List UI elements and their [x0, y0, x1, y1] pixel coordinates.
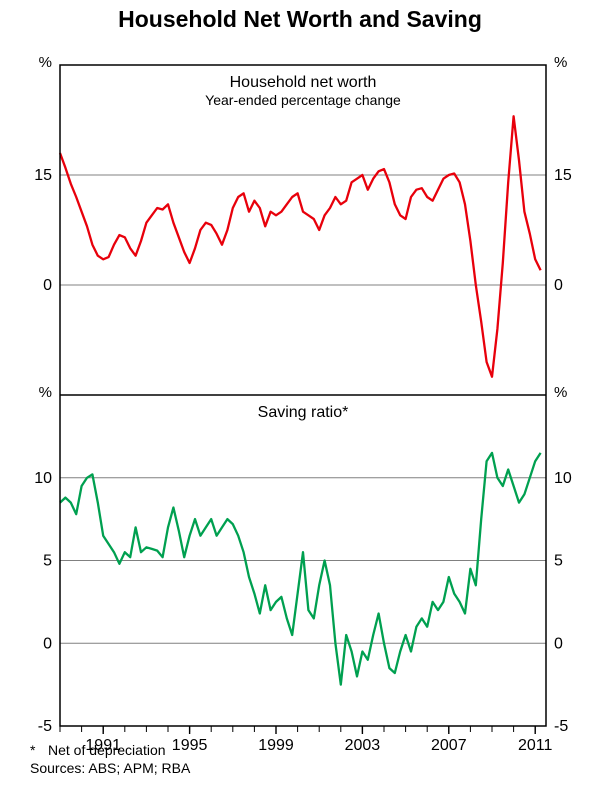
sources-line: Sources: ABS; APM; RBA [30, 759, 190, 777]
ytick-right: 15 [554, 167, 572, 184]
sources-label: Sources: [30, 760, 85, 776]
svg-text:%: % [39, 54, 52, 71]
xtick-label: 2007 [431, 737, 467, 754]
panel-subtitle: Saving ratio* [258, 404, 349, 421]
ytick-right: 0 [554, 635, 563, 652]
ytick-left: 10 [34, 470, 52, 487]
panel-saving: -5 -5 0 0 5 5 10 10%% Saving ratio* [34, 384, 572, 735]
ytick-left: 0 [43, 635, 52, 652]
sources-text: ABS; APM; RBA [88, 760, 190, 776]
chart-title: Household Net Worth and Saving [0, 6, 600, 33]
networth-line [60, 116, 541, 376]
chart-svg: 0 0 15 15%% Household net worthYear-ended pe… [0, 0, 600, 797]
xtick-label: 1999 [258, 737, 294, 754]
panel-networth: 0 0 15 15%% Household net worthYear-ended pe… [34, 54, 572, 377]
ytick-left: 5 [43, 553, 52, 570]
ytick-right: -5 [554, 718, 568, 735]
footnote-text: Net of depreciation [48, 742, 166, 758]
ytick-left: -5 [38, 718, 52, 735]
ytick-right: 0 [554, 277, 563, 294]
svg-text:%: % [554, 54, 567, 71]
ytick-right: 5 [554, 553, 563, 570]
footnote-line: *Net of depreciation [30, 741, 190, 759]
svg-text:%: % [39, 384, 52, 401]
ytick-left: 15 [34, 167, 52, 184]
saving-line [60, 453, 541, 685]
ytick-left: 0 [43, 277, 52, 294]
ytick-right: 10 [554, 470, 572, 487]
panel-subtitle: Household net worth [230, 74, 377, 91]
xtick-label: 2003 [345, 737, 381, 754]
svg-text:%: % [554, 384, 567, 401]
panel-subtitle2: Year-ended percentage change [205, 92, 401, 108]
footnote-block: *Net of depreciation Sources: ABS; APM; … [30, 741, 190, 777]
xtick-label: 2011 [518, 737, 553, 754]
